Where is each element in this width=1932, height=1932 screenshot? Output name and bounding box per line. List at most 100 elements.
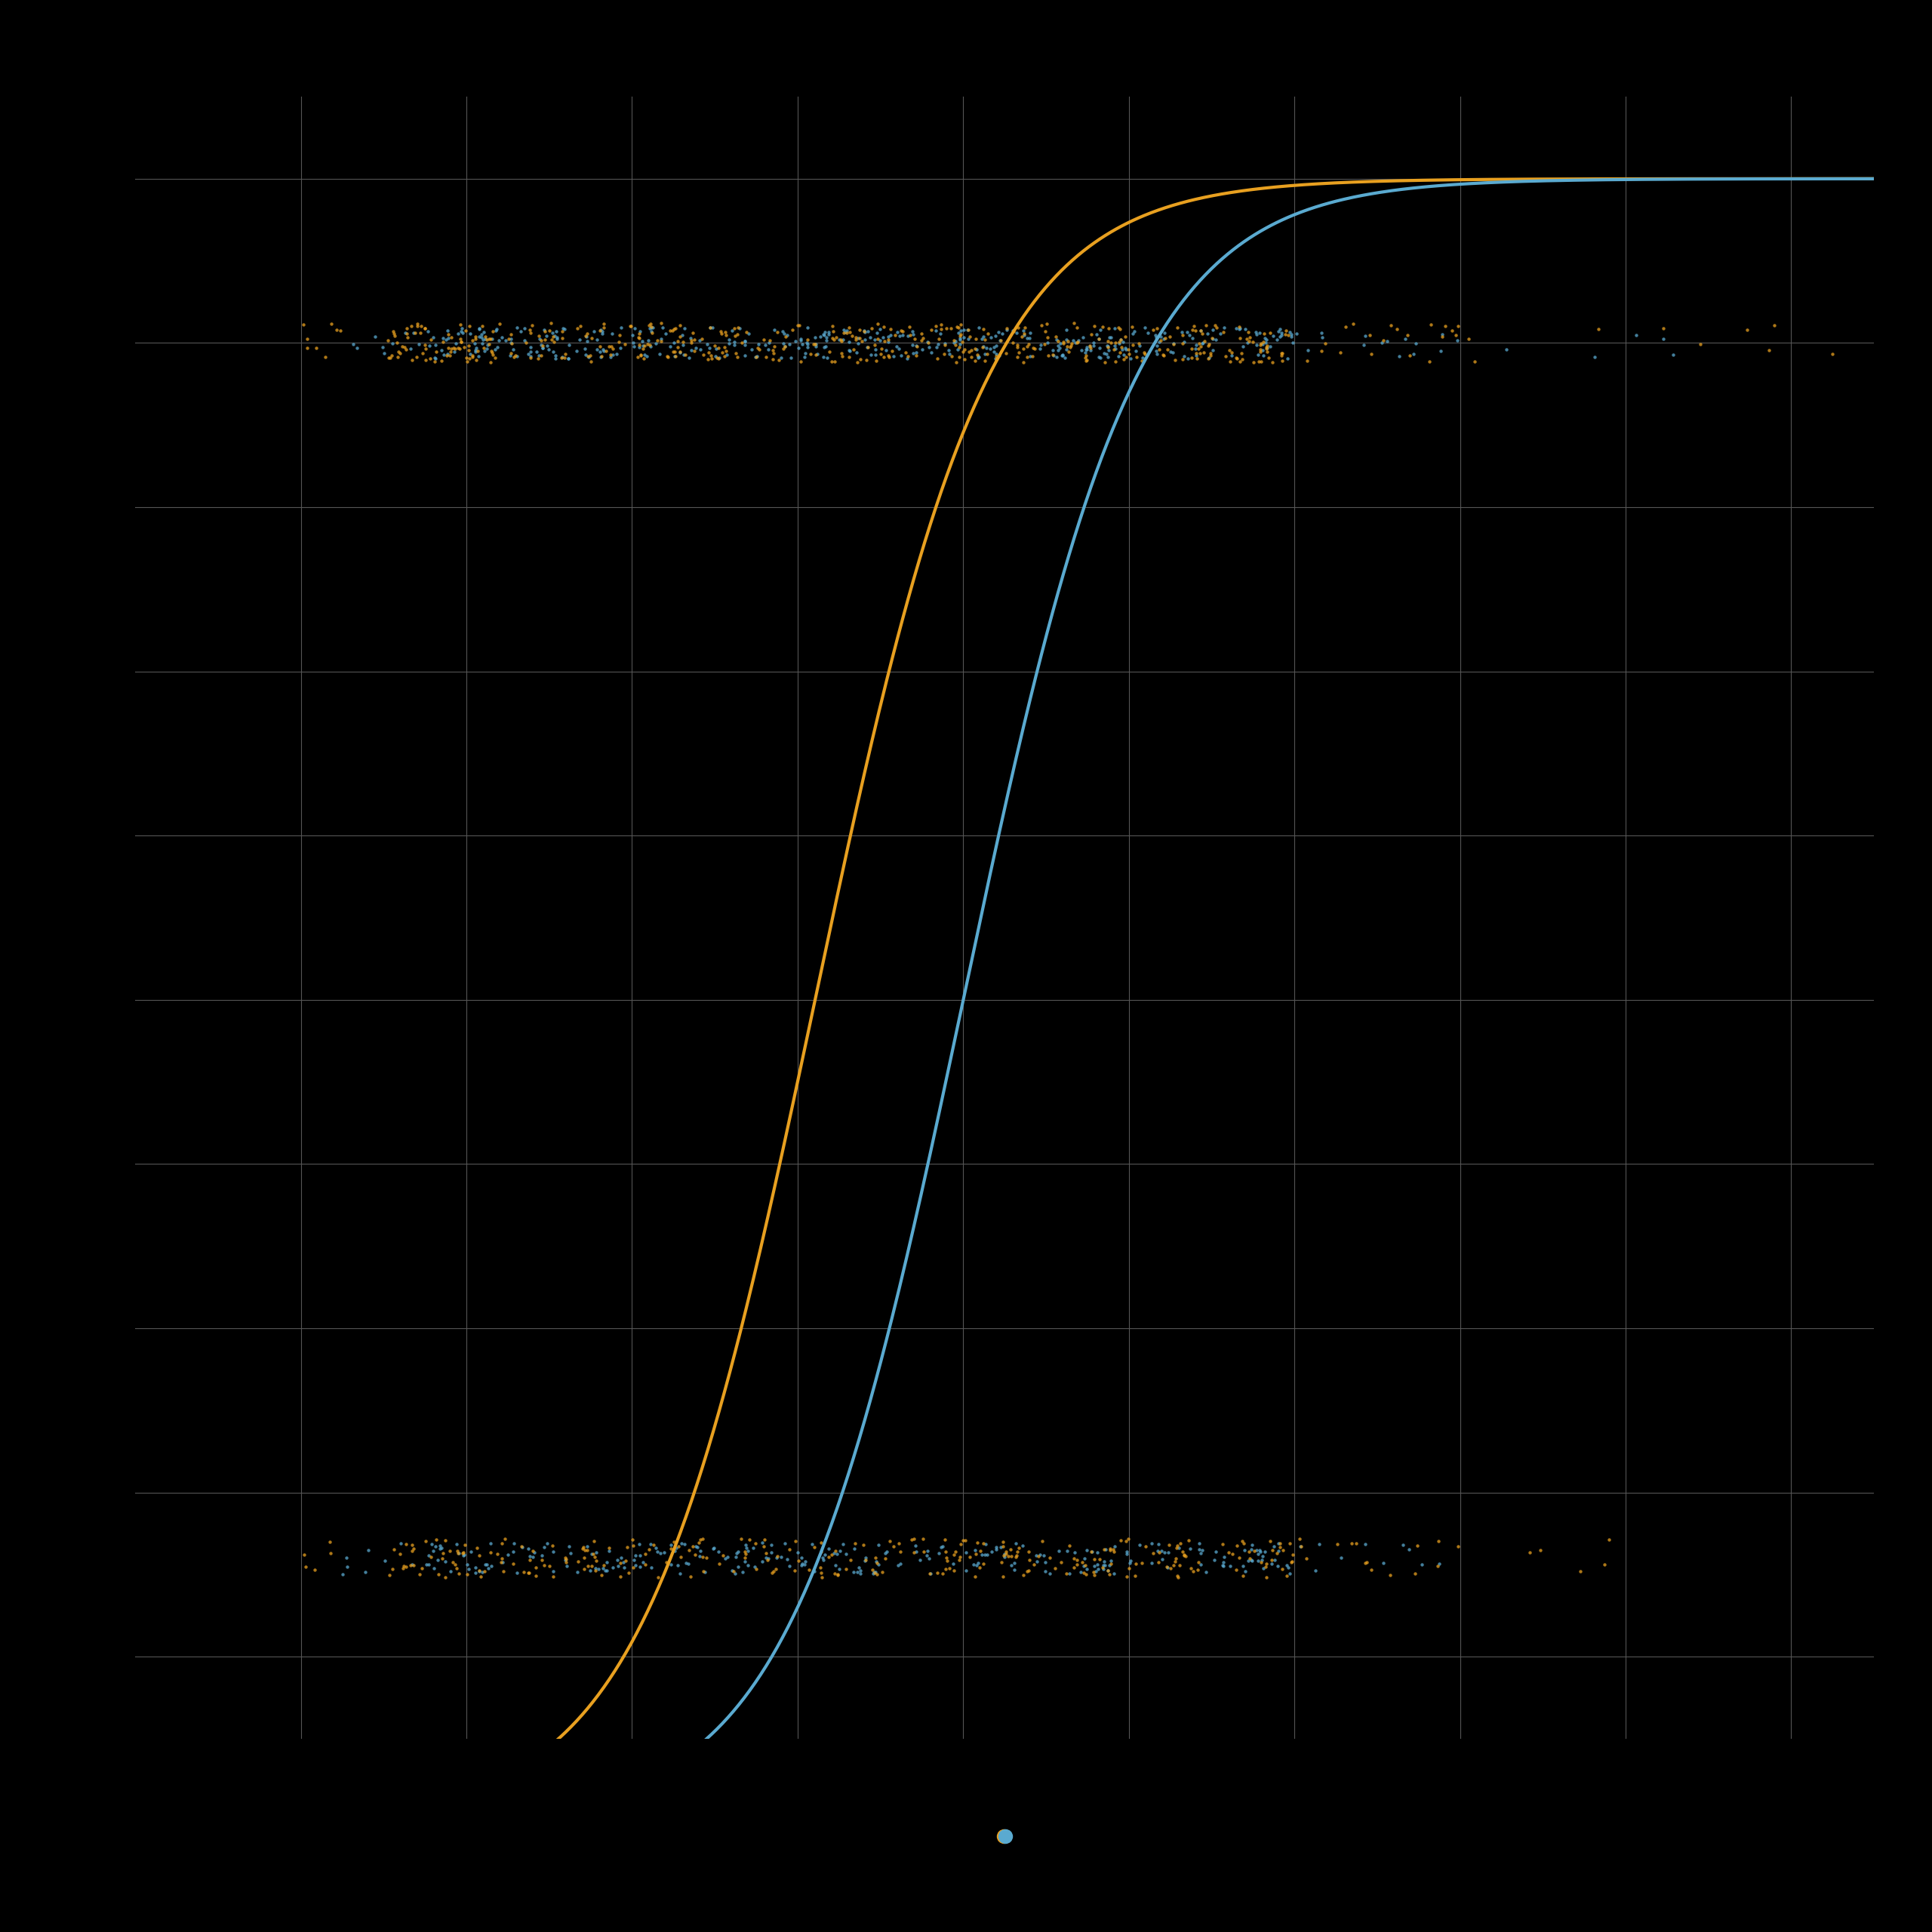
Point <box>427 1532 458 1563</box>
Point <box>460 332 491 363</box>
Point <box>786 1542 817 1573</box>
Point <box>987 1561 1018 1592</box>
Point <box>417 323 448 354</box>
Point <box>891 336 922 367</box>
Point <box>929 338 960 369</box>
Point <box>670 340 701 371</box>
Point <box>991 1538 1022 1569</box>
Point <box>755 1557 786 1588</box>
Point <box>848 315 879 346</box>
Point <box>1277 1540 1308 1571</box>
Point <box>1037 340 1068 371</box>
Point <box>1260 1546 1291 1577</box>
Point <box>688 338 719 369</box>
Point <box>1082 1553 1113 1584</box>
Point <box>624 1551 655 1582</box>
Point <box>1194 328 1225 359</box>
Point <box>1242 1546 1273 1577</box>
Point <box>931 313 962 344</box>
Point <box>1061 1549 1092 1580</box>
Point <box>1014 323 1045 354</box>
Point <box>819 325 850 355</box>
Point <box>315 1538 346 1569</box>
Point <box>653 342 684 373</box>
Point <box>900 1530 931 1561</box>
Point <box>394 334 425 365</box>
Point <box>1144 327 1175 357</box>
Point <box>908 1522 939 1553</box>
Point <box>618 1530 649 1561</box>
Point <box>1030 328 1061 359</box>
Point <box>589 1555 620 1586</box>
Point <box>410 330 440 361</box>
Point <box>790 342 821 373</box>
Point <box>1051 1559 1082 1590</box>
Point <box>740 1551 771 1582</box>
Point <box>920 315 951 346</box>
Point <box>1142 1536 1173 1567</box>
Point <box>1014 317 1045 348</box>
Point <box>419 346 450 377</box>
Point <box>1264 1528 1294 1559</box>
Point <box>1223 1542 1254 1573</box>
Point <box>1080 1555 1111 1586</box>
Point <box>1389 323 1420 354</box>
Point <box>875 319 906 350</box>
Point <box>585 315 616 346</box>
Point <box>624 340 655 371</box>
Point <box>1265 338 1296 369</box>
Point <box>1250 1549 1281 1580</box>
Point <box>1275 321 1306 352</box>
Point <box>1148 340 1179 371</box>
Point <box>1267 1553 1298 1584</box>
Point <box>945 323 976 354</box>
Point <box>1169 327 1200 357</box>
Point <box>469 1549 500 1580</box>
Point <box>1192 344 1223 375</box>
Point <box>1090 1549 1121 1580</box>
Point <box>792 328 823 359</box>
Point <box>962 334 993 365</box>
Point <box>867 1557 898 1588</box>
Point <box>862 1546 893 1577</box>
Point <box>659 313 690 344</box>
Point <box>611 328 641 359</box>
Point <box>576 346 607 377</box>
Point <box>655 1549 686 1580</box>
Point <box>562 1557 593 1588</box>
Point <box>618 330 649 361</box>
Point <box>1184 338 1215 369</box>
Point <box>1443 1530 1474 1561</box>
Point <box>1209 311 1240 342</box>
Point <box>1150 1536 1180 1567</box>
Point <box>477 323 508 354</box>
Point <box>419 330 450 361</box>
Point <box>655 315 686 346</box>
Point <box>1177 315 1208 346</box>
Point <box>1424 1548 1455 1578</box>
Point <box>487 321 518 352</box>
Point <box>898 319 929 350</box>
Point <box>659 336 690 367</box>
Point <box>452 1559 483 1590</box>
Point <box>1084 323 1115 354</box>
Point <box>835 1544 866 1575</box>
Point <box>1240 317 1271 348</box>
Point <box>782 1546 813 1577</box>
Point <box>454 319 485 350</box>
Point <box>1055 332 1086 363</box>
Point <box>1349 1528 1379 1559</box>
Point <box>1422 1526 1453 1557</box>
Point <box>1095 1534 1126 1565</box>
Point <box>713 325 744 355</box>
Point <box>945 332 976 363</box>
Point <box>983 317 1014 348</box>
Point <box>645 307 676 338</box>
Point <box>1304 1528 1335 1559</box>
Point <box>327 1559 357 1590</box>
Point <box>896 315 927 346</box>
Point <box>900 330 931 361</box>
Point <box>786 328 817 359</box>
Point <box>415 325 446 355</box>
Point <box>945 328 976 359</box>
